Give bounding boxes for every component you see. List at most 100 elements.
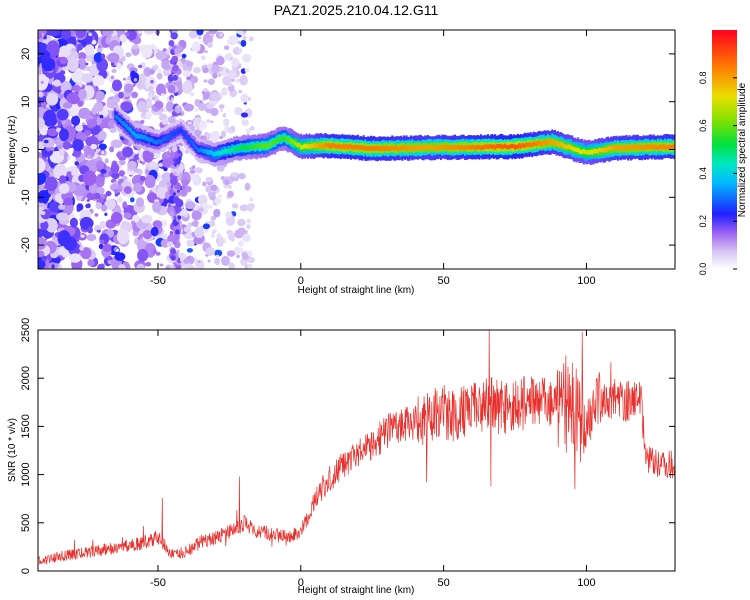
- ridge-segment: [214, 151, 217, 157]
- spectrum-blob: [194, 99, 200, 107]
- spectrum-blob: [58, 204, 66, 210]
- spectrum-blob: [213, 208, 221, 218]
- ridge-segment: [361, 145, 364, 150]
- ridge-segment: [128, 127, 131, 132]
- spectrum-blob: [154, 100, 164, 110]
- y-tick-label: 10: [20, 96, 32, 108]
- ridge-segment: [211, 151, 214, 156]
- spectrum-blob: [242, 35, 247, 41]
- ridge-segment: [624, 145, 627, 150]
- ridge-segment: [405, 145, 408, 150]
- ridge-segment: [564, 144, 567, 149]
- spectrum-blob: [122, 147, 134, 158]
- ridge-segment: [368, 146, 371, 151]
- ridge-segment: [562, 144, 565, 149]
- ridge-segment: [371, 146, 374, 151]
- spectrum-blob: [230, 236, 235, 242]
- ridge-segment: [597, 149, 599, 154]
- spectrum-blob: [59, 56, 68, 65]
- spectrum-blob: [183, 258, 190, 264]
- ridge-segment: [524, 143, 527, 148]
- x-tick-label: 50: [437, 577, 449, 589]
- spectrum-blob: [99, 239, 105, 245]
- spectrum-blob: [218, 194, 222, 198]
- spectrum-blob: [207, 78, 215, 85]
- ridge-segment: [468, 145, 471, 150]
- spectrum-blob: [66, 92, 81, 105]
- ridge-segment: [119, 118, 122, 124]
- spectrum-blob: [40, 101, 47, 108]
- spectrum-blob: [170, 254, 176, 261]
- spectrum-blob: [110, 75, 115, 80]
- spectrum-blob: [116, 196, 123, 203]
- ridge-segment: [534, 141, 537, 146]
- ridge-segment: [182, 131, 185, 136]
- ridge-segment: [279, 137, 282, 142]
- ridge-segment: [207, 150, 210, 155]
- ridge-segment: [227, 149, 230, 154]
- spectrum-blob: [211, 233, 215, 239]
- spectrum-blob: [105, 190, 112, 197]
- spectrum-blob: [98, 143, 107, 150]
- spectrum-blob: [224, 179, 230, 185]
- ridge-segment: [291, 139, 294, 144]
- spectrum-blob: [101, 151, 105, 155]
- ridge-segment: [379, 146, 382, 151]
- spectrum-blob: [93, 102, 104, 112]
- ridge-segment: [344, 145, 347, 150]
- spectrum-blob: [86, 199, 90, 202]
- ridge-segment: [121, 121, 124, 126]
- spectrum-blob: [144, 174, 156, 189]
- spectrum-blob: [168, 40, 175, 47]
- ridge-segment: [114, 114, 117, 119]
- ridge-segment: [669, 145, 672, 150]
- ridge-segment: [165, 135, 168, 141]
- spectrum-blob: [226, 250, 236, 257]
- spectrum-blob: [80, 234, 85, 238]
- spectrum-blob: [180, 189, 188, 197]
- spectrum-blob: [145, 111, 152, 120]
- ridge-segment: [277, 137, 279, 142]
- spectrum-blob: [181, 208, 188, 216]
- spectrum-blob: [113, 188, 119, 194]
- ridge-segment: [625, 146, 628, 151]
- ridge-segment: [604, 147, 607, 152]
- ridge-segment: [267, 143, 269, 148]
- ridge-segment: [619, 146, 622, 151]
- spectrum-blob: [111, 68, 117, 73]
- spectrum-blob: [110, 163, 120, 174]
- ridge-segment: [441, 145, 444, 150]
- ridge-segment: [364, 145, 367, 151]
- ridge-segment: [544, 140, 547, 145]
- ridge-segment: [425, 146, 428, 151]
- ridge-segment: [464, 145, 467, 151]
- spectrum-blob: [94, 90, 105, 101]
- spectrum-blob: [80, 247, 92, 260]
- ridge-segment: [494, 145, 497, 150]
- spectrum-blob: [223, 118, 230, 127]
- spectrum-blob: [151, 97, 155, 101]
- ridge-segment: [602, 148, 605, 153]
- ridge-segment: [595, 149, 598, 154]
- ridge-segment: [204, 149, 207, 154]
- ridge-segment: [409, 146, 412, 151]
- ridge-segment: [309, 144, 312, 149]
- ridge-segment: [615, 145, 618, 150]
- spectrum-blob: [137, 101, 148, 113]
- ridge-segment: [127, 126, 130, 131]
- spectrum-blob: [190, 75, 199, 84]
- ridge-segment: [572, 147, 575, 152]
- snr-series-line: [38, 330, 675, 566]
- x-tick-label: -50: [150, 275, 166, 287]
- spectrum-blob: [75, 124, 84, 132]
- ridge-segment: [349, 144, 352, 149]
- ridge-segment: [508, 144, 511, 150]
- spectrum-blob: [131, 44, 139, 50]
- ridge-segment: [427, 145, 429, 150]
- spectrum-blob: [176, 105, 180, 109]
- spectrum-blob: [212, 191, 216, 195]
- spectrum-blob: [202, 228, 208, 234]
- ridge-segment: [478, 145, 481, 150]
- spectrum-blob: [247, 263, 253, 268]
- ridge-segment: [387, 146, 389, 152]
